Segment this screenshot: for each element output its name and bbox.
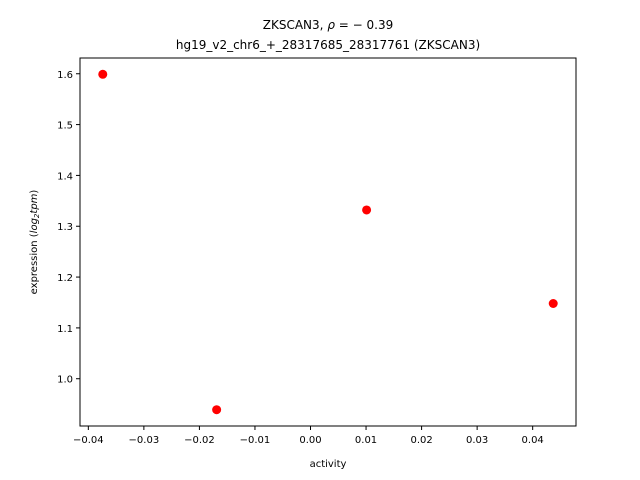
chart-title-line2: hg19_v2_chr6_+_28317685_28317761 (ZKSCAN… xyxy=(176,38,480,52)
x-axis-label: activity xyxy=(310,459,347,470)
y-tick-label: 1.5 xyxy=(57,121,73,132)
x-tick-label: 0.04 xyxy=(522,435,544,446)
chart-title-line1: ZKSCAN3, ρ = − 0.39 xyxy=(263,18,393,32)
y-tick-label: 1.4 xyxy=(57,171,73,182)
x-tick-label: 0.00 xyxy=(299,435,321,446)
scatter-point xyxy=(212,405,222,415)
y-tick-label: 1.6 xyxy=(57,70,73,81)
x-axis: −0.04 −0.03 −0.02 −0.01 0.00 0.01 0.02 0.03 0.04 xyxy=(73,426,544,446)
y-tick-label: 1.0 xyxy=(57,375,73,386)
y-tick-label: 1.2 xyxy=(57,273,73,284)
y-axis-label: expression (log2tpm) xyxy=(29,190,41,295)
scatter-point xyxy=(548,299,558,309)
y-tick-label: 1.3 xyxy=(57,222,73,233)
x-tick-label: −0.04 xyxy=(73,435,104,446)
scatter-point xyxy=(362,205,372,215)
data-points xyxy=(98,69,558,415)
x-tick-label: 0.01 xyxy=(355,435,377,446)
plot-area xyxy=(79,57,577,427)
y-axis: 1.0 1.1 1.2 1.3 1.4 1.5 1.6 xyxy=(57,70,80,386)
y-tick-label: 1.1 xyxy=(57,324,73,335)
x-tick-label: −0.03 xyxy=(129,435,160,446)
x-tick-label: 0.03 xyxy=(466,435,488,446)
x-tick-label: −0.01 xyxy=(240,435,271,446)
x-tick-label: −0.02 xyxy=(184,435,215,446)
scatter-point xyxy=(98,69,108,79)
x-tick-label: 0.02 xyxy=(410,435,432,446)
